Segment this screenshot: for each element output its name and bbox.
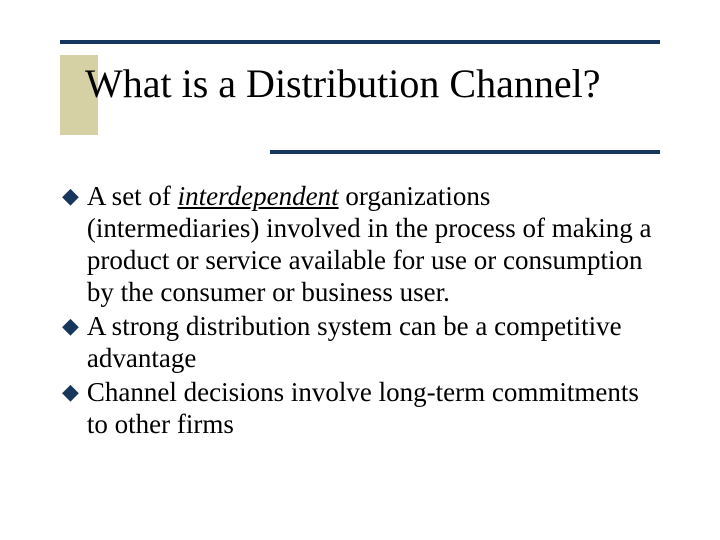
bullet-item: ◆ A set of interdependent organizations … (62, 180, 662, 308)
top-horizontal-rule (60, 40, 660, 44)
bullet-item: ◆ A strong distribution system can be a … (62, 310, 662, 374)
bullet-list: ◆ A set of interdependent organizations … (62, 180, 662, 442)
slide-title: What is a Distribution Channel? (85, 60, 600, 107)
bullet-text: A set of interdependent organizations (i… (87, 180, 662, 308)
bullet-text-pre: Channel decisions involve long-term comm… (87, 377, 639, 439)
diamond-bullet-icon: ◆ (62, 376, 79, 408)
diamond-bullet-icon: ◆ (62, 310, 79, 342)
bullet-text-emph: interdependent (178, 181, 339, 211)
bullet-text-pre: A set of (87, 181, 178, 211)
bullet-text-pre: A strong distribution system can be a co… (87, 311, 622, 373)
diamond-bullet-icon: ◆ (62, 180, 79, 212)
bullet-text: A strong distribution system can be a co… (87, 310, 662, 374)
bullet-item: ◆ Channel decisions involve long-term co… (62, 376, 662, 440)
title-underline-rule (270, 150, 660, 154)
bullet-text: Channel decisions involve long-term comm… (87, 376, 662, 440)
